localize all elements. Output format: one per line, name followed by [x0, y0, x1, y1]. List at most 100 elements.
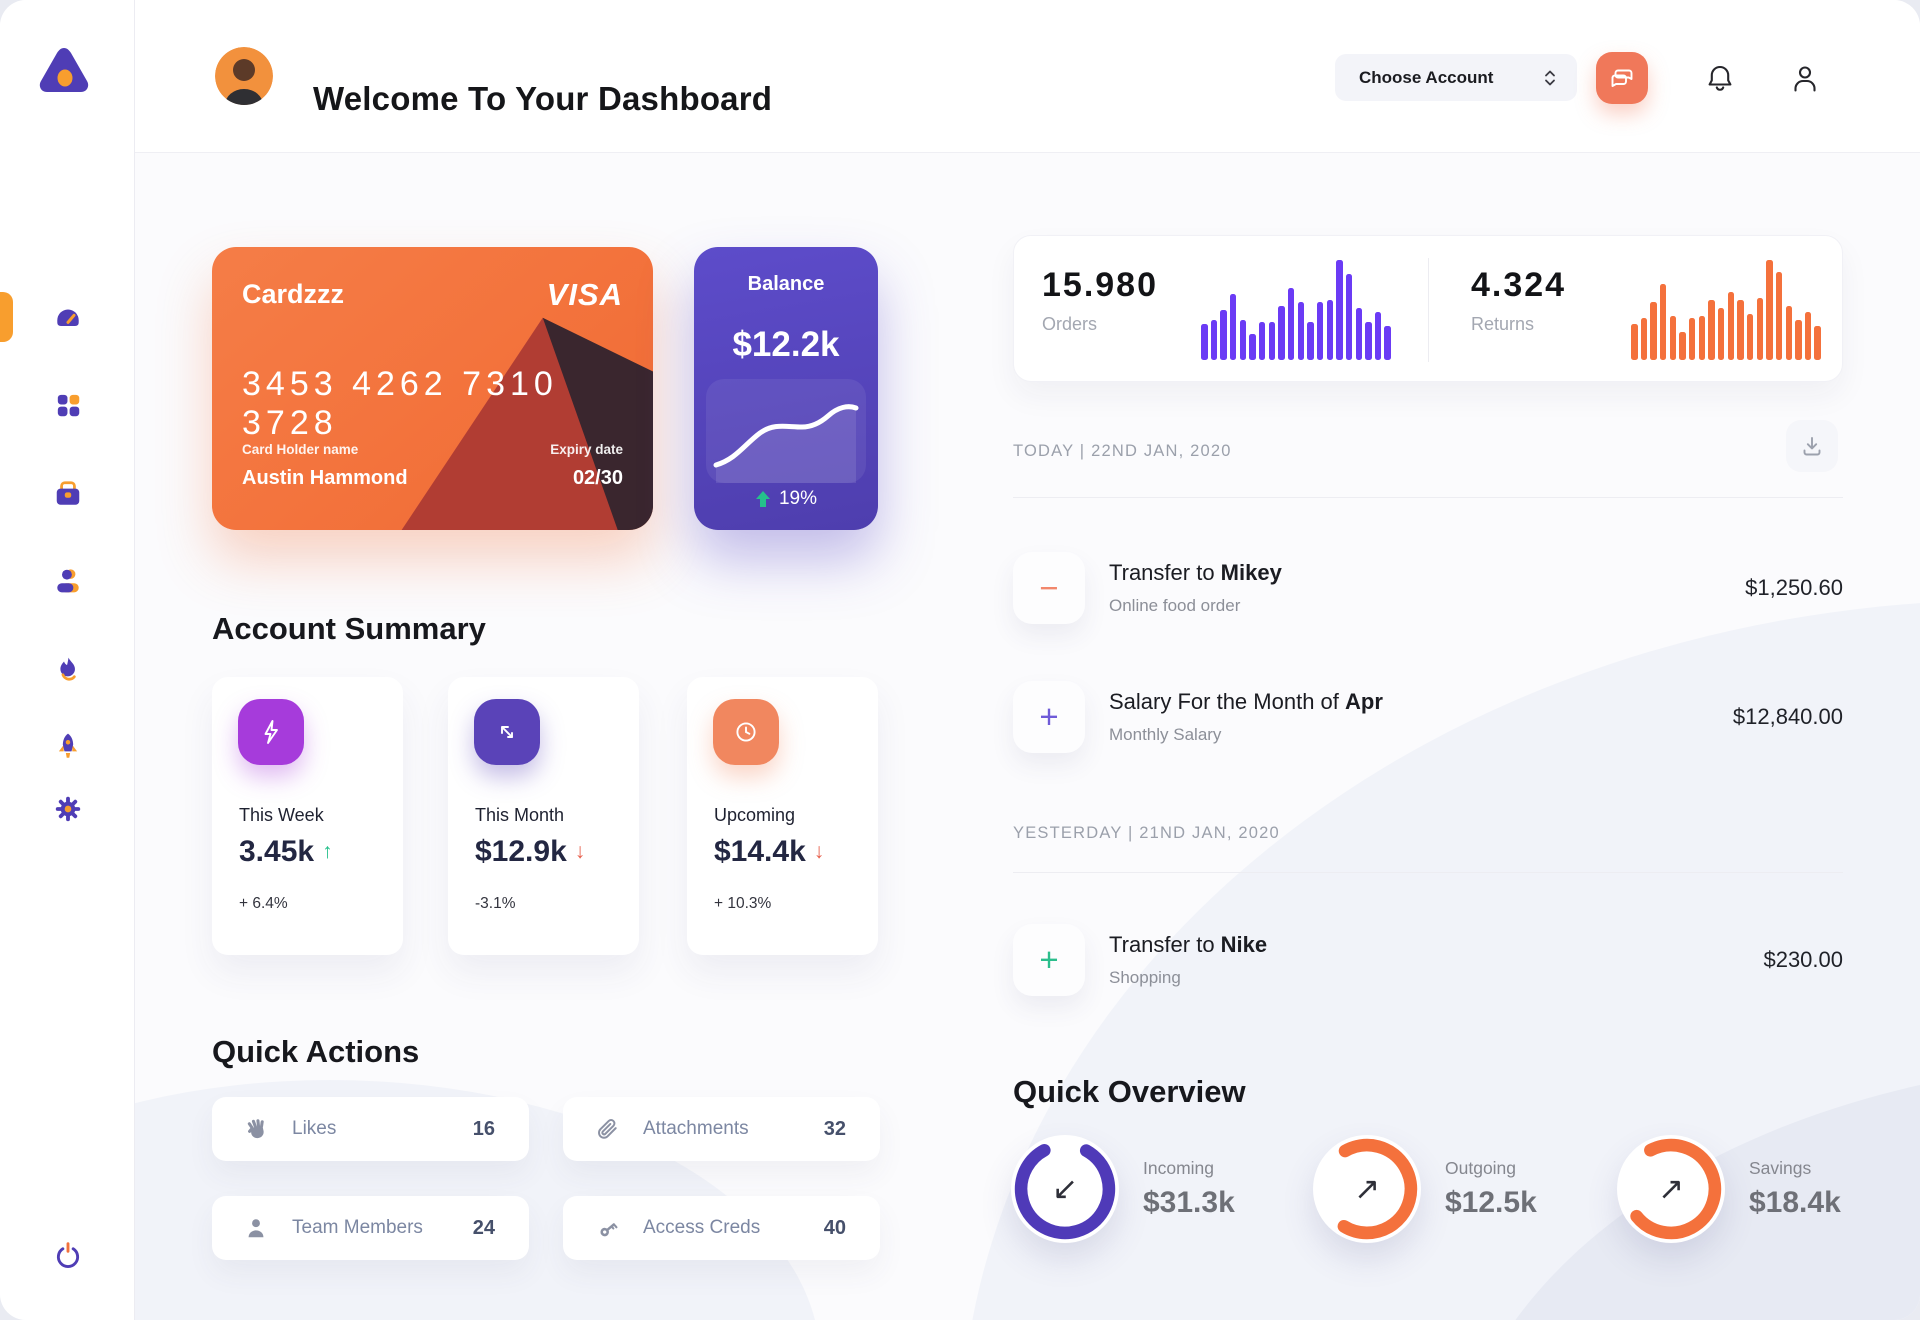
quick-action-count: 32: [823, 1117, 846, 1140]
transaction-sign-icon: +: [1013, 681, 1085, 753]
clock-icon: [713, 699, 779, 765]
overview-incoming: ↙ Incoming $31.3k: [1011, 1133, 1311, 1245]
overview-label: Outgoing: [1445, 1158, 1517, 1178]
arrow-up-right-icon: ↗: [1658, 1171, 1684, 1206]
returns-bar-chart: [1631, 260, 1821, 360]
transaction-row-salary[interactable]: + Salary For the Month of Apr Monthly Sa…: [1013, 662, 1843, 772]
summary-card-this-month: This Month $12.9k ↓ -3.1%: [448, 677, 639, 955]
card-expiry-label: Expiry date: [550, 442, 623, 457]
power-icon: [56, 1242, 79, 1269]
transaction-title: Transfer to Mikey: [1109, 560, 1282, 585]
quick-actions-title: Quick Actions: [212, 1033, 420, 1069]
incoming-donut-chart: ↙: [1011, 1135, 1119, 1243]
orders-label: Orders: [1042, 314, 1098, 334]
notifications-button[interactable]: [1703, 62, 1737, 96]
account-select-label: Choose Account: [1359, 67, 1494, 87]
sidebar-item-launch[interactable]: [0, 718, 135, 774]
card-name: Cardzzz: [242, 279, 345, 309]
returns-value: 4.324: [1471, 266, 1567, 304]
sidebar-item-users[interactable]: [0, 552, 135, 608]
paperclip-icon: [598, 1119, 617, 1139]
unfold-icon: [1545, 70, 1555, 85]
overview-value: $18.4k: [1749, 1186, 1841, 1219]
divider: [1013, 872, 1843, 873]
transaction-title: Salary For the Month of Apr: [1109, 689, 1383, 714]
grid-icon: [57, 394, 79, 417]
card-number: 3453 4262 7310 3728: [242, 365, 558, 442]
trend-down-icon: ↓: [813, 840, 825, 863]
gear-icon: [55, 796, 80, 822]
overview-label: Savings: [1749, 1158, 1812, 1178]
transaction-amount: $1,250.60: [1745, 575, 1843, 600]
transaction-row-nike[interactable]: + Transfer to Nike Shopping $230.00: [1013, 905, 1843, 1015]
savings-donut-chart: ↗: [1617, 1135, 1725, 1243]
download-icon: [1803, 437, 1821, 456]
summary-value: 3.45k ↑: [239, 835, 333, 868]
outgoing-donut-chart: ↗: [1313, 1135, 1421, 1243]
trend-up-icon: ↑: [322, 840, 333, 863]
sidebar-item-work[interactable]: [0, 466, 135, 522]
sidebar-item-logout[interactable]: [0, 1227, 135, 1283]
page-title: Welcome To Your Dashboard: [313, 79, 773, 117]
transaction-subtitle: Shopping: [1109, 968, 1181, 987]
speedometer-icon: [56, 309, 79, 326]
sidebar-item-dashboard[interactable]: [0, 289, 135, 345]
transactions-date-today: TODAY | 22ND JAN, 2020: [1013, 442, 1232, 460]
summary-value: $14.4k ↓: [714, 835, 825, 868]
card-holder-label: Card Holder name: [242, 442, 359, 457]
quick-action-count: 24: [472, 1216, 495, 1239]
sidebar-item-activity[interactable]: [0, 642, 135, 698]
transaction-sign-icon: −: [1013, 552, 1085, 624]
summary-card-upcoming: Upcoming $14.4k ↓ + 10.3%: [687, 677, 878, 955]
transactions-date-yesterday: YESTERDAY | 21ND JAN, 2020: [1013, 824, 1280, 842]
profile-button[interactable]: [1788, 62, 1822, 96]
overview-savings: ↗ Savings $18.4k: [1617, 1133, 1917, 1245]
summary-label: This Week: [239, 805, 324, 825]
divider: [1428, 258, 1429, 362]
orders-value: 15.980: [1042, 266, 1158, 304]
orders-bar-chart: [1201, 260, 1391, 360]
summary-delta: + 6.4%: [239, 895, 288, 912]
quick-overview-title: Quick Overview: [1013, 1073, 1246, 1109]
account-select[interactable]: Choose Account: [1335, 54, 1577, 101]
balance-label: Balance: [747, 273, 825, 295]
transaction-title: Transfer to Nike: [1109, 932, 1268, 957]
quick-action-label: Likes: [292, 1118, 337, 1139]
divider: [1013, 497, 1843, 498]
quick-action-attachments[interactable]: Attachments 32: [563, 1097, 880, 1161]
transaction-subtitle: Online food order: [1109, 596, 1241, 615]
transaction-row-mikey[interactable]: − Transfer to Mikey Online food order $1…: [1013, 533, 1843, 643]
sidebar-item-apps[interactable]: [0, 377, 135, 433]
summary-label: This Month: [475, 805, 565, 825]
quick-action-label: Attachments: [643, 1118, 749, 1139]
overview-label: Incoming: [1143, 1158, 1215, 1178]
app-logo[interactable]: [34, 42, 94, 102]
summary-value: $12.9k ↓: [475, 835, 586, 868]
download-button[interactable]: [1786, 420, 1838, 472]
account-summary-title: Account Summary: [212, 610, 486, 646]
person-icon: [1794, 66, 1816, 92]
summary-delta: + 10.3%: [714, 895, 772, 912]
balance-sparkline: [706, 379, 866, 483]
active-nav-indicator: [0, 292, 13, 342]
flame-icon: [59, 657, 76, 681]
quick-action-team-members[interactable]: Team Members 24: [212, 1196, 529, 1260]
visa-logo: VISA: [546, 277, 623, 312]
overview-value: $31.3k: [1143, 1186, 1235, 1219]
card-expiry: 02/30: [572, 467, 623, 489]
arrow-down-left-icon: ↙: [1052, 1171, 1078, 1206]
card-holder-name: Austin Hammond: [242, 467, 408, 489]
quick-action-access-creds[interactable]: Access Creds 40: [563, 1196, 880, 1260]
rocket-icon: [58, 733, 77, 758]
quick-action-label: Team Members: [292, 1217, 423, 1238]
avatar[interactable]: [215, 47, 273, 105]
messages-button[interactable]: [1596, 52, 1648, 104]
quick-action-likes[interactable]: Likes 16: [212, 1097, 529, 1161]
sidebar-item-settings[interactable]: [0, 781, 135, 837]
key-icon: [600, 1223, 618, 1237]
overview-value: $12.5k: [1445, 1186, 1537, 1219]
bolt-icon: [238, 699, 304, 765]
trend-down-icon: ↓: [574, 840, 586, 863]
diagonal-arrows-icon: [474, 699, 540, 765]
chat-icon: [1611, 69, 1633, 87]
